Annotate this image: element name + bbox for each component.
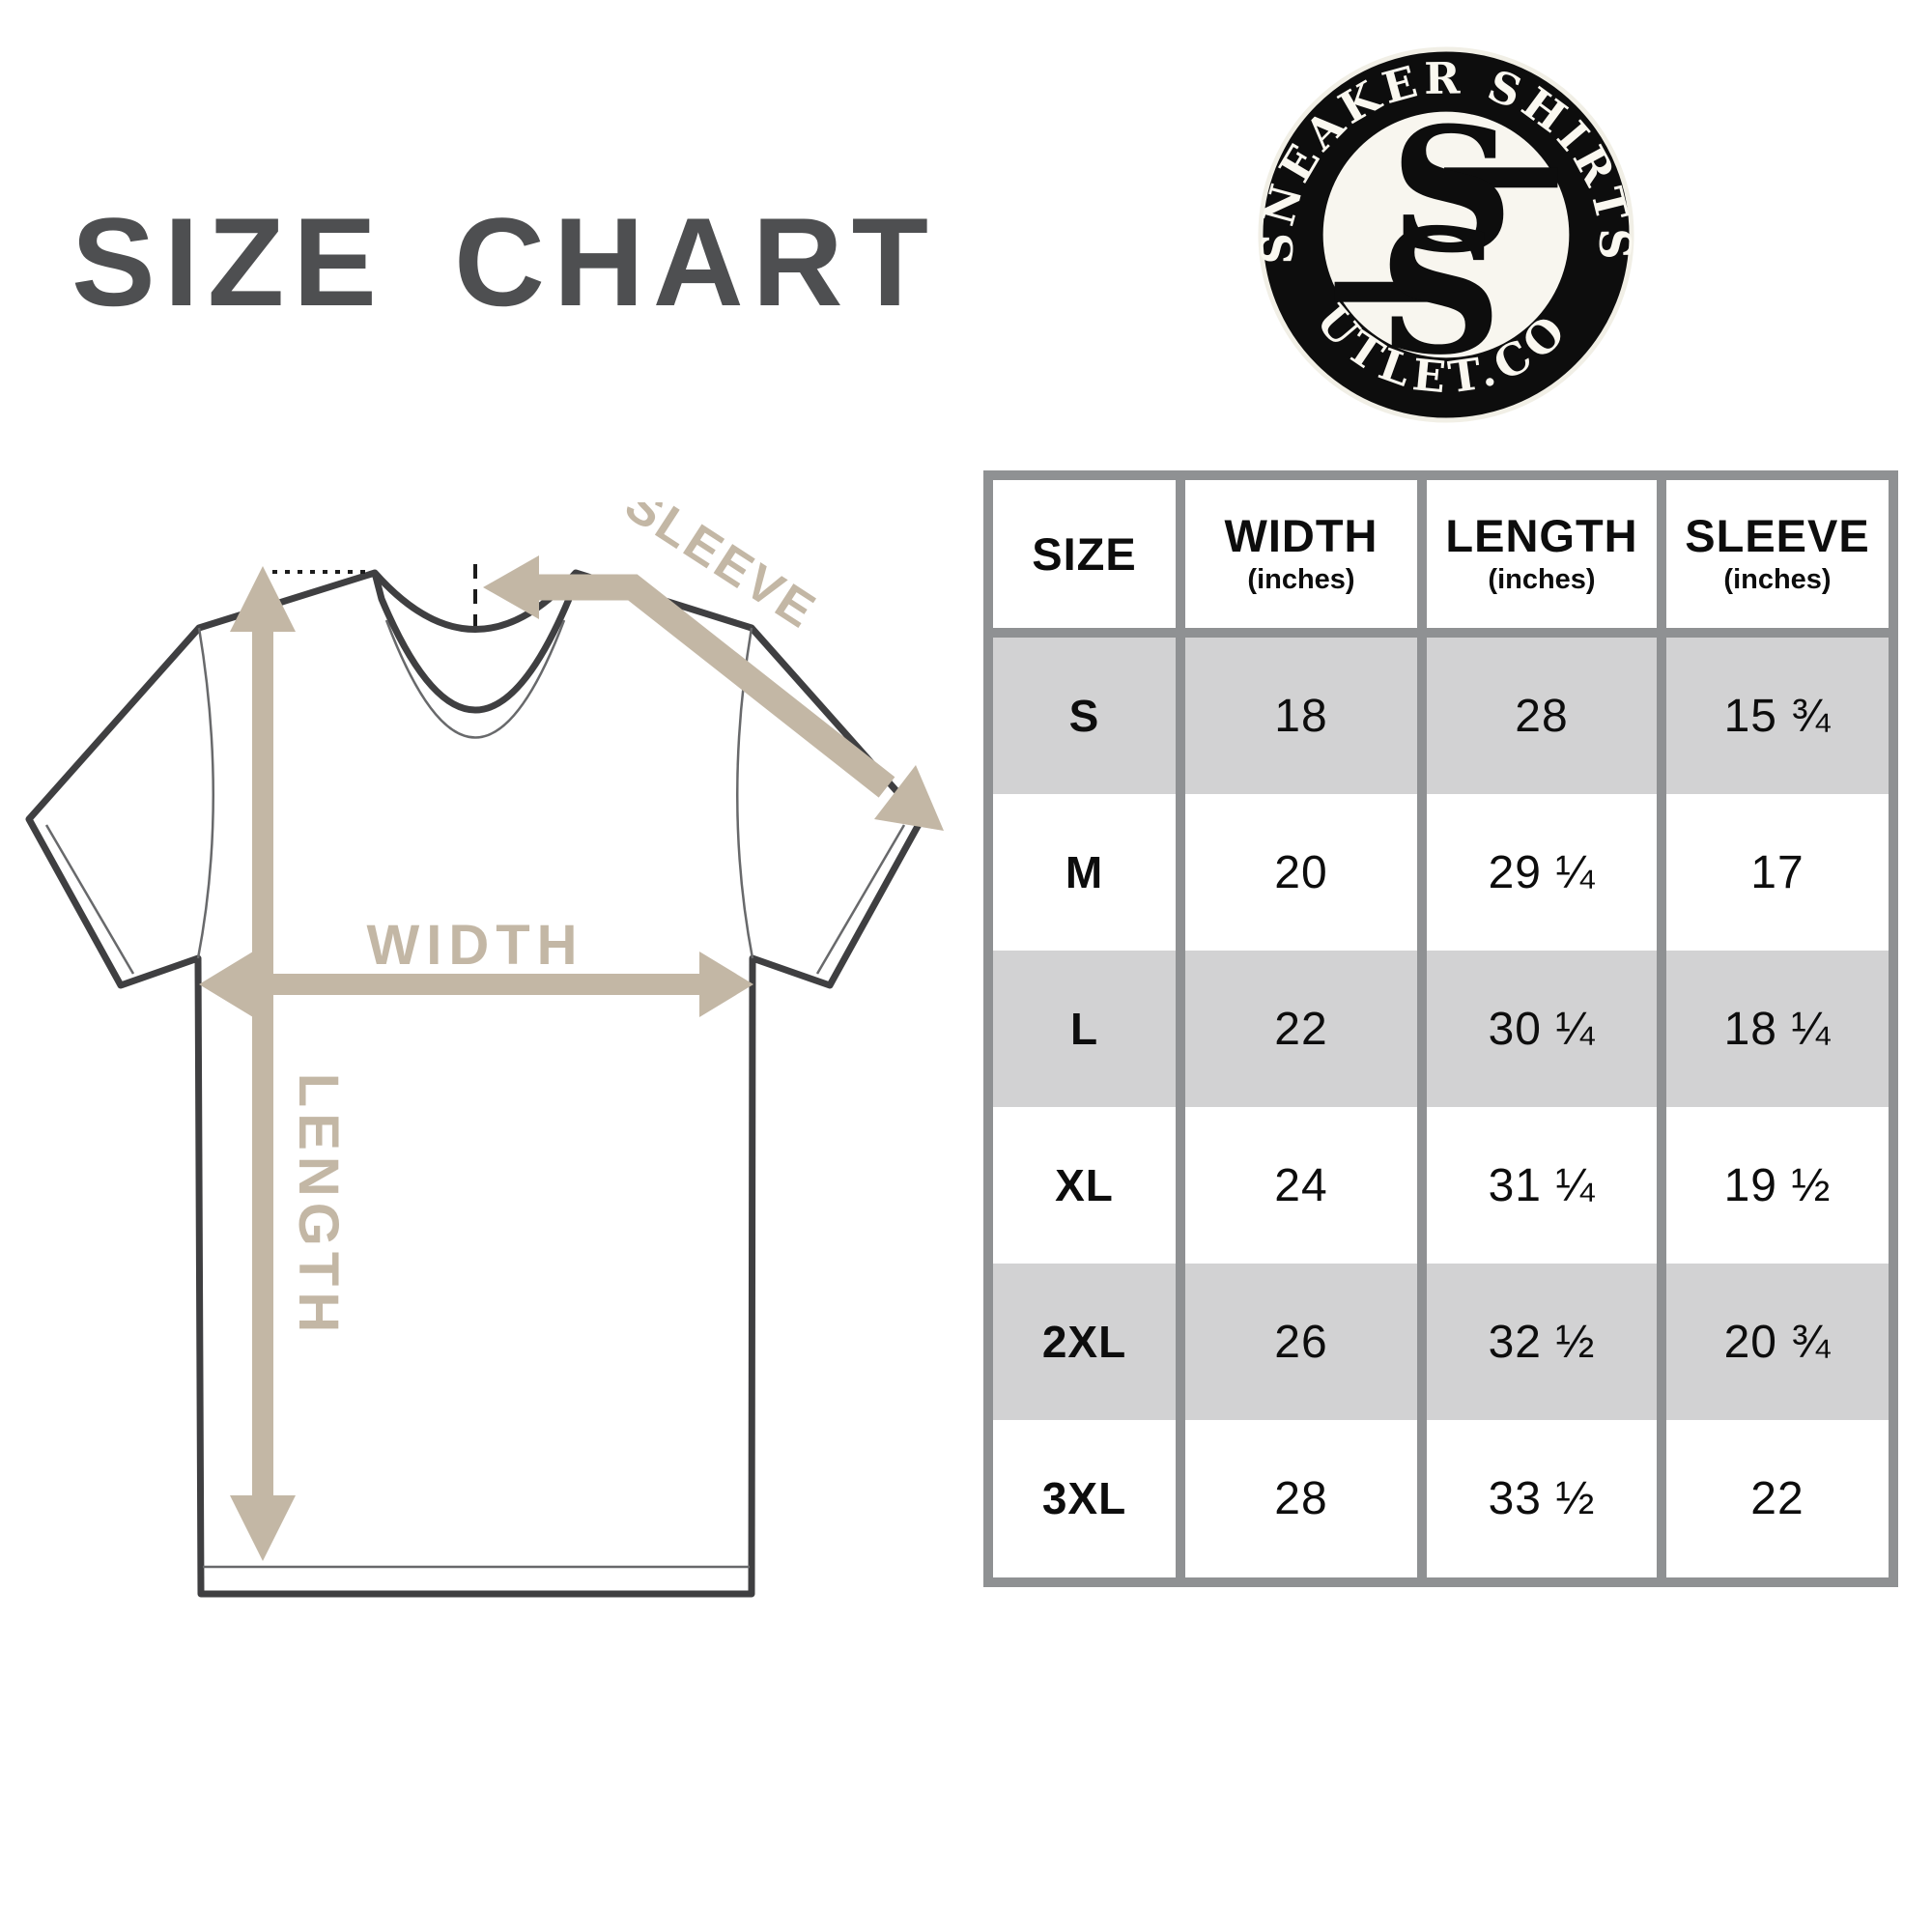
table-row-l-length: 30 ¼ xyxy=(1427,951,1657,1107)
table-row-2xl-width: 26 xyxy=(1185,1264,1417,1420)
tshirt-diagram: SLEEVE WIDTH LENGTH xyxy=(25,502,944,1598)
column-header-sleeve: SLEEVE (inches) xyxy=(1666,480,1889,628)
table-row-2xl-sleeve: 20 ¾ xyxy=(1666,1264,1889,1420)
length-label: LENGTH xyxy=(287,1073,350,1338)
table-row-s-sleeve: 15 ¾ xyxy=(1666,638,1889,794)
table-row-s-width: 18 xyxy=(1185,638,1417,794)
column-header-width: WIDTH (inches) xyxy=(1185,480,1417,628)
table-row-3xl-sleeve: 22 xyxy=(1666,1420,1889,1577)
column-separator-1 xyxy=(1176,480,1185,1577)
table-row-l-size: L xyxy=(993,951,1176,1107)
width-label: WIDTH xyxy=(366,914,583,977)
table-row-3xl-size: 3XL xyxy=(993,1420,1176,1577)
table-row-m-length: 29 ¼ xyxy=(1427,794,1657,951)
sleeve-arrow xyxy=(483,555,944,831)
table-row-m-size: M xyxy=(993,794,1176,951)
badge-ss-monogram-icon: S S xyxy=(1334,90,1558,392)
table-row-3xl-width: 28 xyxy=(1185,1420,1417,1577)
table-row-xl-sleeve: 19 ½ xyxy=(1666,1107,1889,1264)
length-arrow xyxy=(230,566,296,1561)
table-row-2xl-size: 2XL xyxy=(993,1264,1176,1420)
table-row-3xl-length: 33 ½ xyxy=(1427,1420,1657,1577)
svg-text:S: S xyxy=(1378,191,1502,392)
tshirt-outline xyxy=(25,569,925,1598)
table-row-2xl-length: 32 ½ xyxy=(1427,1264,1657,1420)
column-header-size: SIZE xyxy=(993,480,1176,628)
table-row-s-size: S xyxy=(993,638,1176,794)
table-row-xl-size: XL xyxy=(993,1107,1176,1264)
table-row-xl-width: 24 xyxy=(1185,1107,1417,1264)
brand-badge-logo: SNEAKER SHIRTS OUTLET.COM S S xyxy=(1254,43,1635,423)
table-row-l-sleeve: 18 ¼ xyxy=(1666,951,1889,1107)
table-row-m-sleeve: 17 xyxy=(1666,794,1889,951)
column-separator-3 xyxy=(1657,480,1666,1577)
table-row-xl-length: 31 ¼ xyxy=(1427,1107,1657,1264)
width-arrow xyxy=(199,952,753,1017)
table-row-m-width: 20 xyxy=(1185,794,1417,951)
tshirt-collar xyxy=(371,572,580,739)
column-header-length: LENGTH (inches) xyxy=(1427,480,1657,628)
page-title: SIZE CHART xyxy=(71,191,937,332)
table-row-l-width: 22 xyxy=(1185,951,1417,1107)
size-table: SIZE WIDTH (inches) LENGTH (inches) SLEE… xyxy=(983,470,1898,1587)
svg-text:S: S xyxy=(1390,90,1514,291)
column-separator-2 xyxy=(1417,480,1427,1577)
header-divider xyxy=(993,628,1889,638)
table-row-s-length: 28 xyxy=(1427,638,1657,794)
